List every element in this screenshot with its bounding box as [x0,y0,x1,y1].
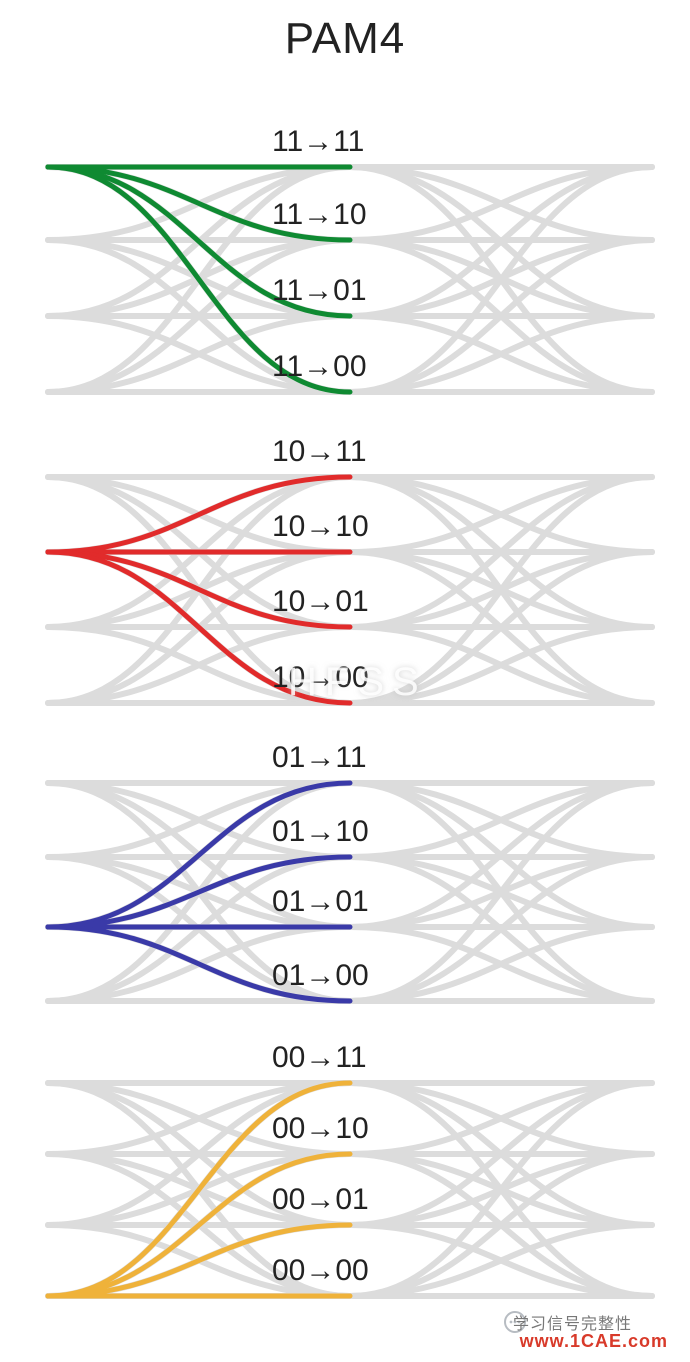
transition-label: 10→00 [272,661,369,695]
transition-label: 01→01 [272,885,369,919]
transition-label: 11→01 [272,274,367,308]
transition-label: 00→11 [272,1041,367,1075]
transition-label: 01→00 [272,959,369,993]
transition-label: 11→11 [272,125,364,159]
transition-label: 01→10 [272,815,369,849]
transition-label: 11→00 [272,350,367,384]
transition-label: 10→01 [272,585,369,619]
transition-label: 00→01 [272,1183,369,1217]
transition-label: 10→11 [272,435,367,469]
transition-label: 10→10 [272,510,369,544]
transition-label: 00→00 [272,1254,369,1288]
diagram-title: PAM4 [0,14,690,64]
transition-label: 00→10 [272,1112,369,1146]
transition-label: 01→11 [272,741,367,775]
footer-url: www.1CAE.com [520,1331,668,1352]
transition-label: 11→10 [272,198,367,232]
